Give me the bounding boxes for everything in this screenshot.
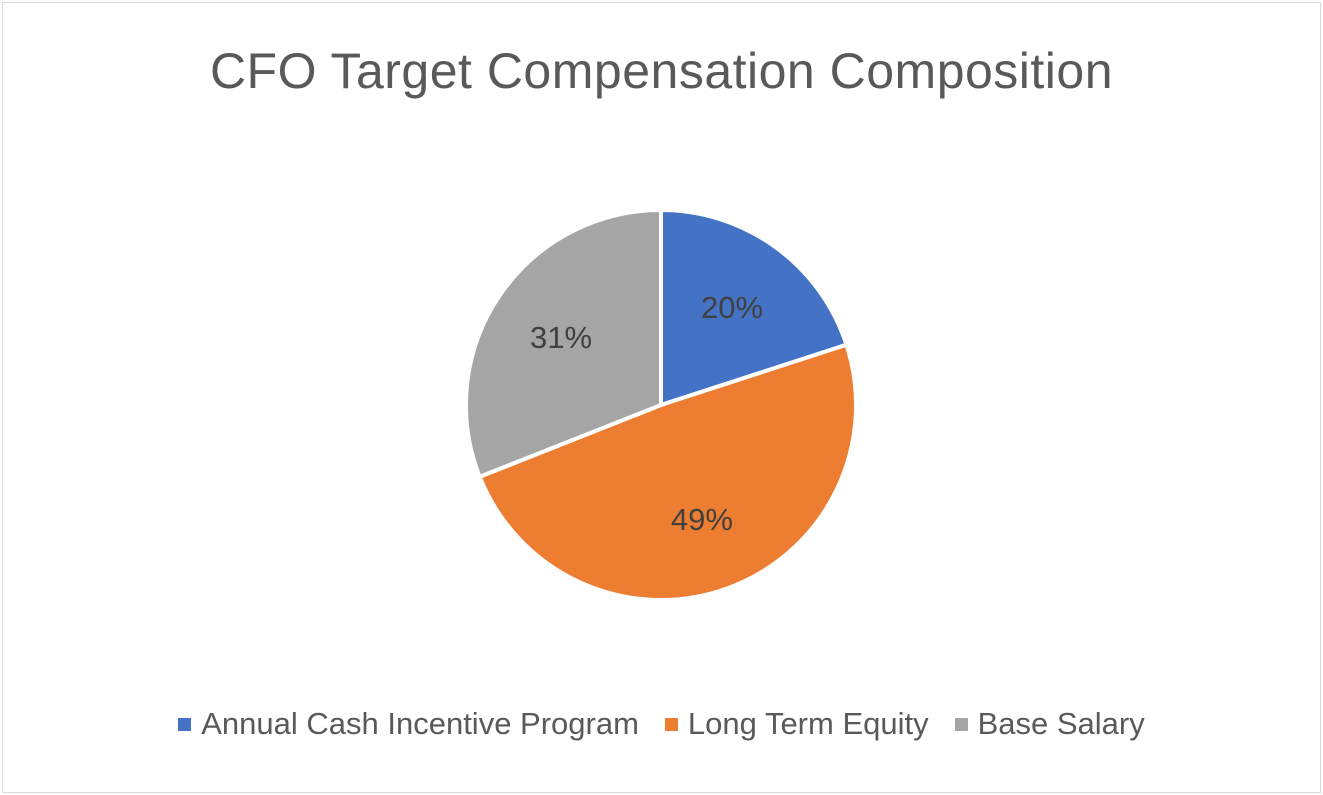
chart-title: CFO Target Compensation Composition	[209, 43, 1114, 99]
legend-item-base-salary: Base Salary	[954, 706, 1145, 742]
legend: Annual Cash Incentive Program Long Term …	[0, 706, 1323, 742]
slice-base-salary	[464, 208, 663, 479]
legend-item-annual-cash: Annual Cash Incentive Program	[178, 706, 639, 742]
data-label: 31%	[530, 320, 592, 355]
legend-swatch	[954, 717, 968, 731]
data-label: 20%	[701, 290, 763, 325]
legend-swatch	[178, 717, 192, 731]
legend-label: Base Salary	[977, 706, 1145, 741]
legend-swatch	[664, 717, 678, 731]
pie-data-labels: 20% 49% 31%	[530, 290, 763, 537]
legend-label: Long Term Equity	[687, 706, 929, 741]
legend-label: Annual Cash Incentive Program	[201, 706, 639, 741]
data-label: 49%	[671, 502, 733, 537]
legend-item-long-term-equity: Long Term Equity	[664, 706, 929, 742]
slice-annual-cash	[659, 208, 849, 407]
pie-slices	[464, 208, 858, 602]
slice-long-term-equity	[477, 342, 858, 602]
